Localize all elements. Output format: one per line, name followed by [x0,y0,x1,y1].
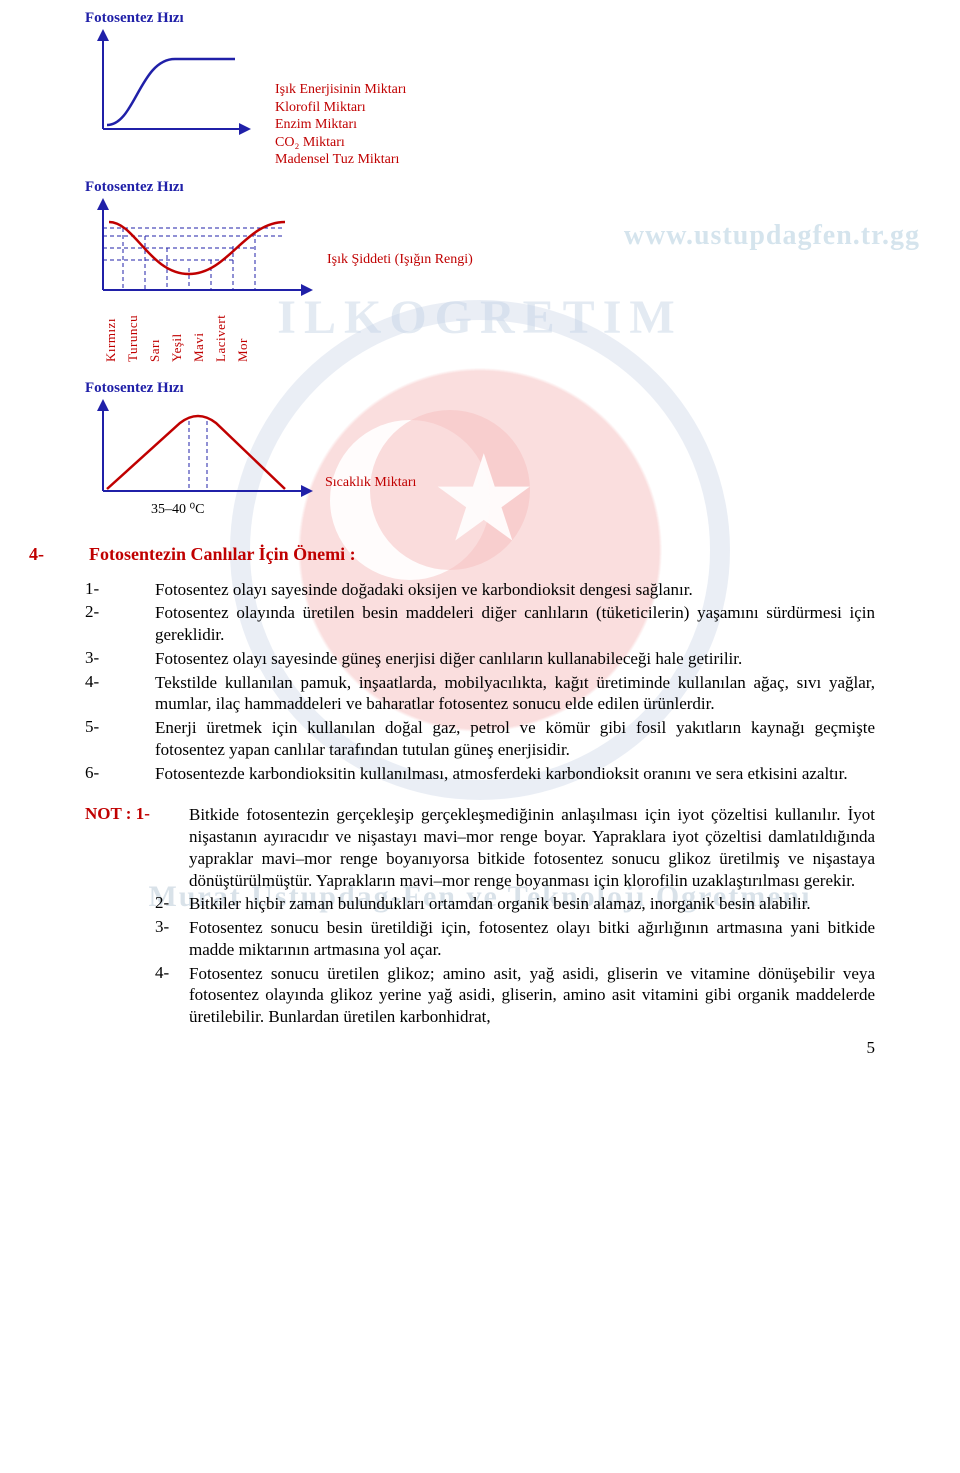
note-text: Fotosentez sonucu besin üretildiği için,… [189,917,875,961]
item-number: 2- [85,602,155,646]
item-text: Fotosentez olayında üretilen besin madde… [155,602,875,646]
chart1-xlabel: Madensel Tuz Miktarı [275,151,406,169]
chart2-x-axis-label: Işık Şiddeti (Işığın Rengi) [327,252,473,268]
chart3: Fotosentez Hızı Sıcaklık Miktarı 35–40 ⁰… [85,380,875,518]
note-number: 4- [85,963,189,1028]
color-label: Yeşil [169,302,185,362]
chart3-svg [85,399,315,499]
list-item: 6- Fotosentezde karbondioksitin kullanıl… [85,763,875,785]
color-label: Mor [235,302,251,362]
color-label: Mavi [191,302,207,362]
section-heading: 4- Fotosentezin Canlılar İçin Önemi : [85,544,875,565]
chart3-x-axis-label: Sıcaklık Miktarı [325,475,416,491]
chart1-svg [85,29,255,139]
item-number: 5- [85,717,155,761]
note-number: NOT : 1- [85,804,189,891]
chart2-color-labels: Kırmızı Turuncu Sarı Yeşil Mavi Lacivert… [103,302,875,362]
chart1-xlabel: CO₂ Miktarı [275,134,406,152]
list-item: 4- Tekstilde kullanılan pamuk, inşaatlar… [85,672,875,716]
chart1: Fotosentez Hızı Işık Enerjisinin Miktarı… [85,10,875,169]
list-item: 5- Enerji üretmek için kullanılan doğal … [85,717,875,761]
item-number: 1- [85,579,155,601]
color-label: Kırmızı [103,302,119,362]
item-number: 3- [85,648,155,670]
section-title: Fotosentezin Canlılar İçin Önemi : [89,544,356,565]
chart1-xlabel: Klorofil Miktarı [275,99,406,117]
section-number: 4- [29,544,89,565]
color-label: Lacivert [213,302,229,362]
chart3-title: Fotosentez Hızı [85,380,875,397]
list-item: 1- Fotosentez olayı sayesinde doğadaki o… [85,579,875,601]
item-text: Fotosentezde karbondioksitin kullanılmas… [155,763,875,785]
chart3-temp-label: 35–40 ⁰C [151,501,875,518]
note-number: 3- [85,917,189,961]
note-text: Bitkiler hiçbir zaman bulundukları ortam… [189,893,875,915]
item-number: 6- [85,763,155,785]
item-text: Tekstilde kullanılan pamuk, inşaatlarda,… [155,672,875,716]
item-text: Fotosentez olayı sayesinde doğadaki oksi… [155,579,875,601]
note-item: 3- Fotosentez sonucu besin üretildiği iç… [85,917,875,961]
note-number: 2- [85,893,189,915]
note-text: Bitkide fotosentezin gerçekleşip gerçekl… [189,804,875,891]
notes-block: NOT : 1- Bitkide fotosentezin gerçekleşi… [85,804,875,1028]
list-item: 3- Fotosentez olayı sayesinde güneş ener… [85,648,875,670]
chart1-xlabel: Enzim Miktarı [275,116,406,134]
color-label: Turuncu [125,302,141,362]
chart1-xlabel: Işık Enerjisinin Miktarı [275,81,406,99]
chart1-title: Fotosentez Hızı [85,10,875,27]
chart2-svg [85,198,315,298]
note-text: Fotosentez sonucu üretilen glikoz; amino… [189,963,875,1028]
list-item: 2- Fotosentez olayında üretilen besin ma… [85,602,875,646]
item-number: 4- [85,672,155,716]
page-number: 5 [867,1038,876,1058]
note-item: NOT : 1- Bitkide fotosentezin gerçekleşi… [85,804,875,891]
chart1-x-labels: Işık Enerjisinin Miktarı Klorofil Miktar… [275,81,406,169]
item-text: Fotosentez olayı sayesinde güneş enerjis… [155,648,875,670]
note-item: 2- Bitkiler hiçbir zaman bulundukları or… [85,893,875,915]
item-text: Enerji üretmek için kullanılan doğal gaz… [155,717,875,761]
chart2: Fotosentez Hızı [85,179,875,362]
note-item: 4- Fotosentez sonucu üretilen glikoz; am… [85,963,875,1028]
color-label: Sarı [147,302,163,362]
importance-list: 1- Fotosentez olayı sayesinde doğadaki o… [85,579,875,785]
chart2-title: Fotosentez Hızı [85,179,875,196]
